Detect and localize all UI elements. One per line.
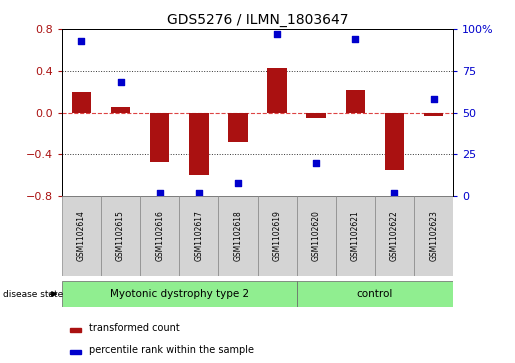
Bar <box>140 196 179 276</box>
Bar <box>336 196 375 276</box>
Bar <box>111 107 130 113</box>
Text: Myotonic dystrophy type 2: Myotonic dystrophy type 2 <box>110 289 249 299</box>
Point <box>195 190 203 196</box>
Text: GSM1102616: GSM1102616 <box>155 211 164 261</box>
Text: GSM1102617: GSM1102617 <box>194 211 203 261</box>
Bar <box>189 113 209 175</box>
Point <box>390 190 399 196</box>
Point <box>351 36 359 42</box>
Text: disease state: disease state <box>3 290 63 298</box>
Text: GSM1102618: GSM1102618 <box>233 211 243 261</box>
Text: control: control <box>357 289 393 299</box>
Bar <box>375 196 414 276</box>
Bar <box>62 281 297 307</box>
Point <box>273 31 281 37</box>
Bar <box>258 196 297 276</box>
Point <box>312 160 320 166</box>
Bar <box>150 113 169 162</box>
Point <box>156 190 164 196</box>
Point <box>430 96 438 102</box>
Text: percentile rank within the sample: percentile rank within the sample <box>89 345 254 355</box>
Text: GSM1102622: GSM1102622 <box>390 211 399 261</box>
Bar <box>346 90 365 113</box>
Bar <box>101 196 140 276</box>
Point <box>116 79 125 85</box>
Bar <box>218 196 258 276</box>
Bar <box>297 196 336 276</box>
Bar <box>385 113 404 170</box>
Text: GSM1102620: GSM1102620 <box>312 211 321 261</box>
Text: GSM1102619: GSM1102619 <box>272 211 282 261</box>
Title: GDS5276 / ILMN_1803647: GDS5276 / ILMN_1803647 <box>167 13 348 26</box>
Text: GSM1102623: GSM1102623 <box>429 211 438 261</box>
Bar <box>72 91 91 113</box>
Text: GSM1102621: GSM1102621 <box>351 211 360 261</box>
Text: GSM1102614: GSM1102614 <box>77 211 86 261</box>
Text: transformed count: transformed count <box>89 323 180 333</box>
Bar <box>70 329 81 333</box>
Bar <box>424 113 443 116</box>
Bar <box>62 196 101 276</box>
Bar <box>297 281 453 307</box>
Bar <box>70 350 81 354</box>
Bar <box>228 113 248 142</box>
Bar <box>306 113 326 118</box>
Bar <box>179 196 218 276</box>
Bar <box>414 196 453 276</box>
Text: GSM1102615: GSM1102615 <box>116 211 125 261</box>
Bar <box>267 68 287 113</box>
Point <box>77 38 85 44</box>
Point <box>234 180 242 185</box>
